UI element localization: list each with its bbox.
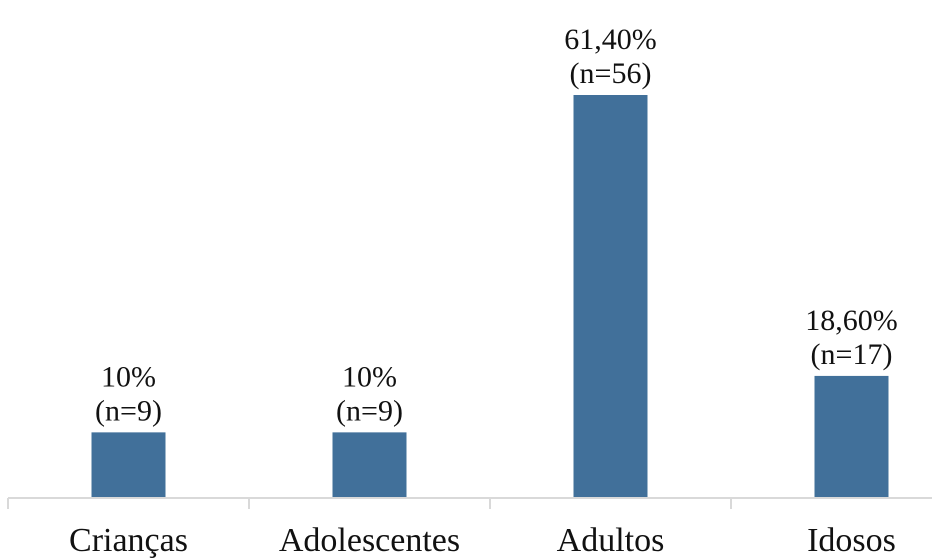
data-label-count-0: (n=9)	[95, 394, 162, 427]
data-label-percent-0: 10%	[101, 360, 156, 393]
bar-0	[91, 432, 166, 498]
x-axis-labels: Crianças Adolescentes Adultos Idosos	[69, 522, 896, 559]
data-label-percent-1: 10%	[342, 360, 397, 393]
data-labels-group: 10%(n=9)10%(n=9)61,40%(n=56)18,60%(n=17)	[95, 23, 898, 427]
bar-3	[814, 375, 889, 498]
x-axis-ticks	[7, 498, 732, 509]
category-label-0: Crianças	[69, 522, 188, 559]
data-label-count-3: (n=17)	[811, 338, 893, 371]
category-label-2: Adultos	[557, 522, 665, 559]
category-label-3: Idosos	[807, 522, 896, 559]
bar-2	[573, 95, 648, 498]
bar-1	[332, 432, 407, 498]
data-label-count-2: (n=56)	[570, 57, 652, 90]
data-label-count-1: (n=9)	[336, 394, 403, 427]
data-label-percent-3: 18,60%	[805, 304, 898, 337]
category-label-1: Adolescentes	[279, 522, 460, 559]
bars-group	[91, 95, 889, 498]
data-label-percent-2: 61,40%	[564, 23, 657, 56]
